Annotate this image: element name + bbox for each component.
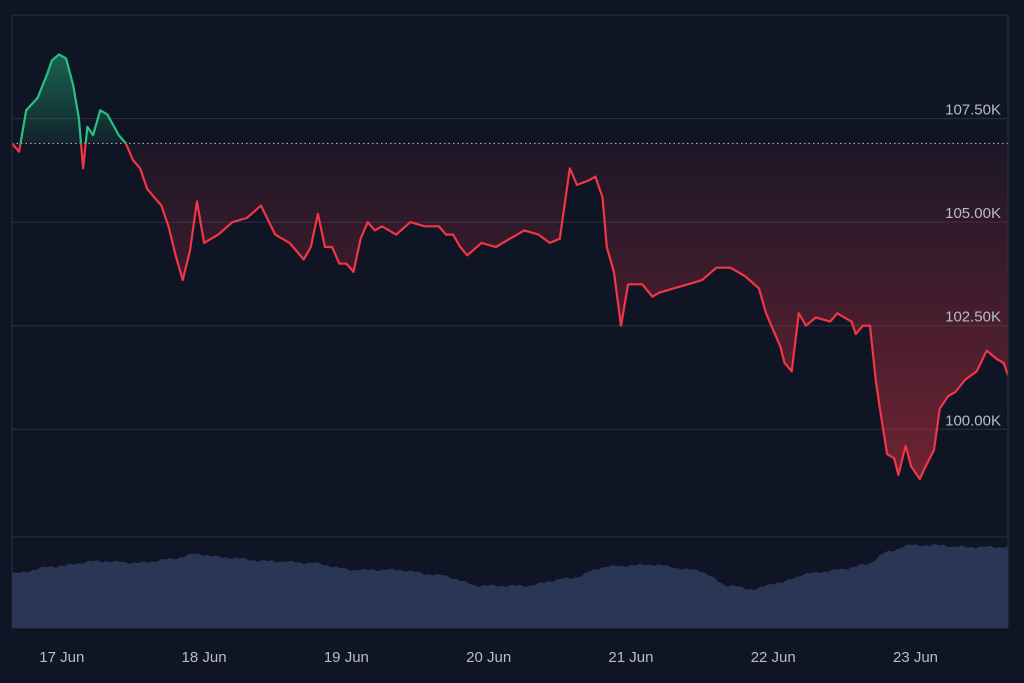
x-tick-label-1: 18 Jun xyxy=(182,649,227,666)
y-tick-label-0: 100.00K xyxy=(945,412,1001,429)
price-line-below xyxy=(12,143,1008,481)
price-fill xyxy=(12,54,1008,479)
volume-area xyxy=(12,544,1008,628)
volume-fill xyxy=(12,544,1008,628)
y-axis: 100.00K 102.50K 105.00K 107.50K xyxy=(945,102,1001,430)
x-tick-label-0: 17 Jun xyxy=(39,649,84,666)
y-tick-label-3: 107.50K xyxy=(945,102,1001,119)
y-tick-label-1: 102.50K xyxy=(945,309,1001,326)
x-tick-label-6: 23 Jun xyxy=(893,649,938,666)
x-tick-label-5: 22 Jun xyxy=(751,649,796,666)
x-tick-label-2: 19 Jun xyxy=(324,649,369,666)
above-baseline-fill xyxy=(12,54,1008,144)
plot-frame xyxy=(11,14,1009,629)
below-baseline-fill xyxy=(12,143,1008,479)
x-tick-label-3: 20 Jun xyxy=(466,649,511,666)
y-tick-label-2: 105.00K xyxy=(945,205,1001,222)
x-tick-label-4: 21 Jun xyxy=(608,649,653,666)
price-line xyxy=(12,53,1008,481)
x-axis: 17 Jun 18 Jun 19 Jun 20 Jun 21 Jun 22 Jun 23 J… xyxy=(39,649,938,666)
